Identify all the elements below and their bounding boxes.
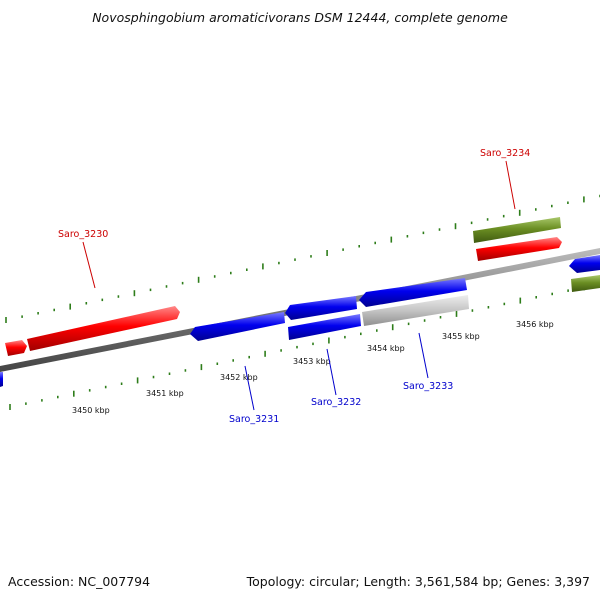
gene-label-saro-3234[interactable]: Saro_3234 bbox=[480, 148, 530, 159]
map-title: Novosphingobium aromaticivorans DSM 1244… bbox=[92, 10, 508, 25]
gc-skew-track-lower bbox=[9, 282, 600, 410]
gene-label-saro-3232[interactable]: Saro_3232 bbox=[311, 397, 361, 408]
rna-feature-saro-3234[interactable] bbox=[473, 217, 561, 243]
accession-text: Accession: NC_007794 bbox=[8, 574, 150, 589]
rna-feature-right-edge[interactable] bbox=[571, 275, 600, 292]
gene-label-saro-3233[interactable]: Saro_3233 bbox=[403, 381, 453, 392]
gene-upper-reverse-1[interactable] bbox=[285, 296, 357, 320]
gene-saro-3231[interactable] bbox=[190, 312, 285, 341]
ruler-tick-label: 3456 kbp bbox=[516, 320, 554, 329]
gc-skew-track-upper bbox=[5, 194, 600, 323]
gene-saro-3232[interactable] bbox=[288, 314, 361, 340]
ruler-tick-label: 3455 kbp bbox=[442, 332, 480, 341]
genome-summary-text: Topology: circular; Length: 3,561,584 bp… bbox=[246, 574, 590, 589]
gene-labels: Saro_3230 Saro_3231 Saro_3232 Saro_3233 … bbox=[58, 148, 530, 425]
gene-upper-reverse-2[interactable] bbox=[359, 278, 467, 307]
ruler-tick-label: 3454 kbp bbox=[367, 344, 405, 353]
gene-label-leaders bbox=[82, 160, 516, 411]
ruler-tick-label: 3453 kbp bbox=[293, 357, 331, 366]
pseudo-gene-saro-3233 bbox=[362, 295, 469, 326]
gene-label-saro-3230[interactable]: Saro_3230 bbox=[58, 229, 108, 240]
leader-saro-3233 bbox=[418, 332, 429, 379]
leader-saro-3234 bbox=[505, 160, 516, 210]
gene-label-saro-3231[interactable]: Saro_3231 bbox=[229, 414, 279, 425]
ruler-tick-label: 3450 kbp bbox=[72, 406, 110, 415]
gene-saro-3230[interactable] bbox=[27, 306, 180, 351]
ruler-tick-label: 3452 kbp bbox=[220, 373, 258, 382]
gene-left-edge-lower[interactable] bbox=[0, 372, 3, 387]
leader-saro-3232 bbox=[326, 348, 337, 396]
gene-right-edge[interactable] bbox=[569, 255, 600, 273]
reverse-strand-genes bbox=[0, 255, 600, 387]
ruler-tick-label: 3451 kbp bbox=[146, 389, 184, 398]
leader-saro-3231 bbox=[244, 365, 255, 411]
forward-strand-genes bbox=[5, 217, 562, 356]
gene-feature-left-edge[interactable] bbox=[5, 340, 27, 356]
gene-saro-3234[interactable] bbox=[476, 237, 562, 261]
leader-saro-3230 bbox=[82, 241, 96, 289]
ruler-tick-labels: 3450 kbp 3451 kbp 3452 kbp 3453 kbp 3454… bbox=[72, 320, 554, 415]
